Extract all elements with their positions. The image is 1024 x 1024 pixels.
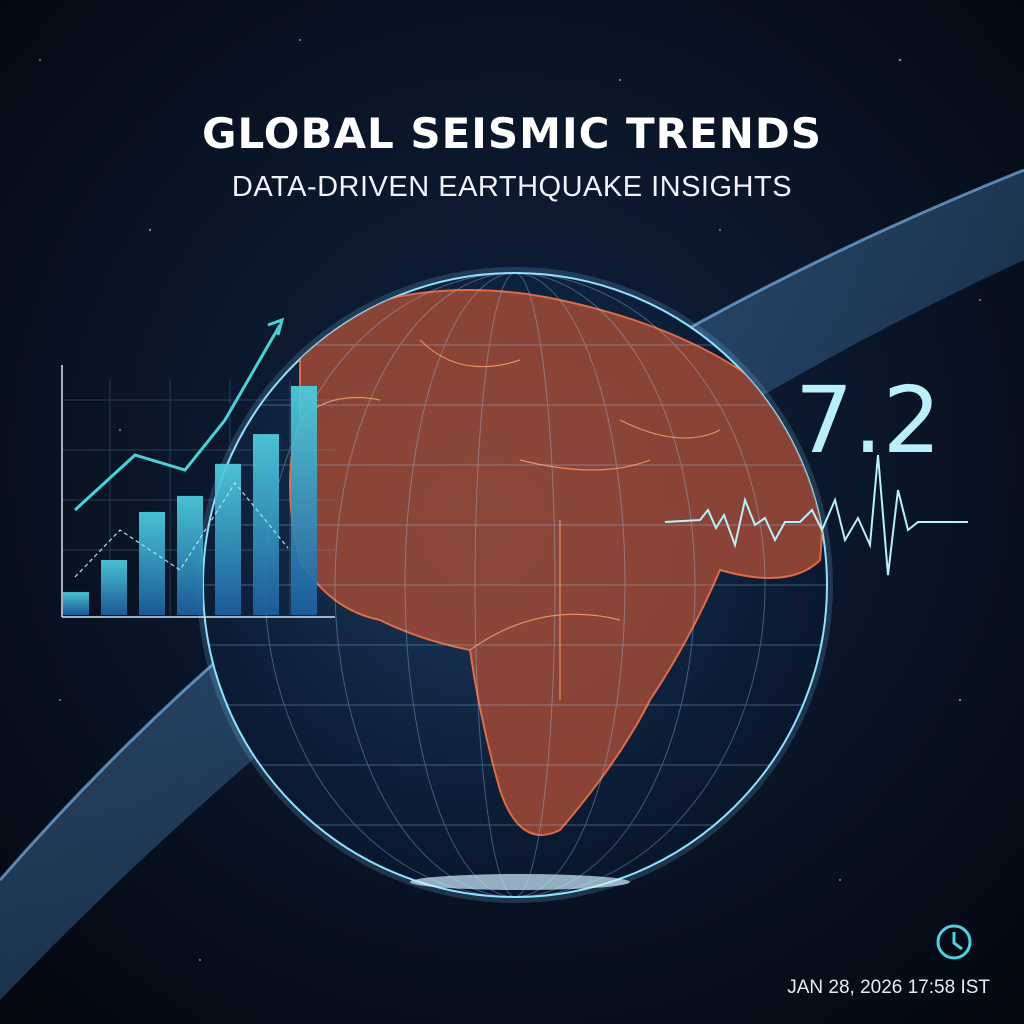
bar bbox=[139, 511, 165, 615]
inset-chart bbox=[61, 365, 335, 618]
seismograph-line bbox=[664, 454, 968, 576]
bars bbox=[63, 386, 317, 615]
bar bbox=[63, 592, 89, 615]
trend-arrow bbox=[267, 317, 285, 336]
trend-line bbox=[73, 324, 282, 512]
stars bbox=[39, 39, 981, 961]
bar bbox=[253, 434, 279, 615]
subtitle: DATA-DRIVEN EARTHQUAKE INSIGHTS bbox=[232, 171, 792, 203]
magnitude: 7.2 bbox=[795, 367, 941, 474]
title: GLOBAL SEISMIC TRENDS bbox=[202, 109, 822, 158]
bar bbox=[215, 463, 241, 615]
timestamp: JAN 28, 2026 17:58 IST bbox=[787, 977, 990, 998]
clock-icon bbox=[936, 924, 972, 960]
bar bbox=[177, 495, 203, 615]
planet-horizon bbox=[0, 170, 1024, 1000]
bar bbox=[101, 560, 127, 615]
bar bbox=[291, 386, 317, 615]
dashed-line bbox=[74, 481, 289, 578]
globe bbox=[197, 267, 833, 903]
